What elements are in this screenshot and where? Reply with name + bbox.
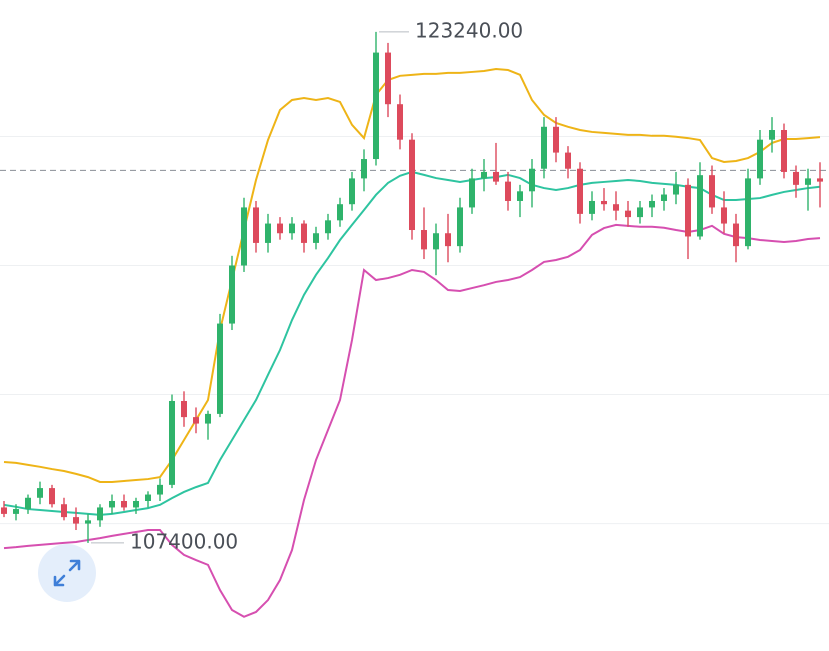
candle-body bbox=[25, 497, 31, 510]
candle-body bbox=[541, 126, 547, 169]
candle-body bbox=[673, 184, 679, 195]
candle-body bbox=[337, 204, 343, 221]
candle-body bbox=[697, 175, 703, 237]
candle-body bbox=[217, 323, 223, 414]
candle-body bbox=[517, 191, 523, 201]
candle-body bbox=[13, 509, 19, 514]
candle-body bbox=[109, 500, 115, 508]
candle-body bbox=[469, 178, 475, 208]
candle-body bbox=[721, 207, 727, 224]
candle-body bbox=[193, 417, 199, 424]
candle-body bbox=[157, 484, 163, 495]
candle-body bbox=[745, 178, 751, 247]
candle-body bbox=[637, 207, 643, 218]
candle-body bbox=[397, 104, 403, 140]
candle-body bbox=[409, 139, 415, 231]
candle-body bbox=[481, 171, 487, 179]
expand-icon[interactable] bbox=[53, 559, 81, 587]
candles bbox=[1, 31, 823, 543]
candle-body bbox=[145, 494, 151, 501]
candle-body bbox=[265, 223, 271, 243]
expand-button-bg[interactable] bbox=[38, 544, 96, 602]
candle-body bbox=[625, 210, 631, 218]
candle-body bbox=[589, 200, 595, 214]
expand-button[interactable] bbox=[38, 544, 96, 602]
candle-body bbox=[613, 204, 619, 211]
candle-body bbox=[301, 223, 307, 243]
candle-body bbox=[577, 168, 583, 214]
candle-body bbox=[685, 184, 691, 237]
candle-body bbox=[781, 130, 787, 172]
candle-body bbox=[433, 233, 439, 250]
annotations: 123240.00 107400.00 bbox=[91, 18, 523, 553]
candle-body bbox=[373, 52, 379, 160]
candle-body bbox=[121, 500, 127, 508]
candle-body bbox=[349, 178, 355, 205]
candle-body bbox=[385, 52, 391, 105]
candle-body bbox=[565, 152, 571, 169]
candle-body bbox=[253, 207, 259, 243]
candle-body bbox=[97, 507, 103, 521]
candle-body bbox=[205, 413, 211, 424]
candle-body bbox=[325, 220, 331, 234]
candle-body bbox=[1, 507, 7, 514]
candle-body bbox=[817, 178, 823, 182]
candle-body bbox=[457, 207, 463, 247]
annotation-label: 123240.00 bbox=[415, 18, 523, 42]
candle-body bbox=[229, 265, 235, 324]
candle-body bbox=[505, 181, 511, 201]
candle-body bbox=[277, 223, 283, 234]
band-line bbox=[3, 223, 821, 618]
candle-body bbox=[133, 500, 139, 508]
candle-body bbox=[709, 175, 715, 208]
candle-body bbox=[241, 207, 247, 266]
candle-body bbox=[805, 178, 811, 185]
candle-body bbox=[361, 159, 367, 179]
candle-body bbox=[61, 504, 67, 518]
candle-body bbox=[649, 200, 655, 208]
candle-body bbox=[421, 230, 427, 250]
candle-body bbox=[85, 520, 91, 524]
candle-body bbox=[445, 233, 451, 247]
candle-body bbox=[601, 200, 607, 205]
candle-body bbox=[529, 168, 535, 192]
candle-body bbox=[493, 171, 499, 182]
candle-body bbox=[37, 488, 43, 498]
candle-body bbox=[769, 130, 775, 140]
candle-body bbox=[733, 223, 739, 247]
candle-body bbox=[757, 139, 763, 179]
candle-body bbox=[553, 126, 559, 153]
candle-body bbox=[169, 400, 175, 485]
candle-body bbox=[661, 194, 667, 201]
candle-body bbox=[289, 223, 295, 234]
candle-body bbox=[73, 517, 79, 524]
candle-body bbox=[793, 171, 799, 185]
candle-body bbox=[49, 488, 55, 505]
band-line bbox=[3, 68, 821, 483]
candle-body bbox=[313, 233, 319, 243]
annotation-label: 107400.00 bbox=[130, 529, 238, 553]
candle-body bbox=[181, 400, 187, 418]
